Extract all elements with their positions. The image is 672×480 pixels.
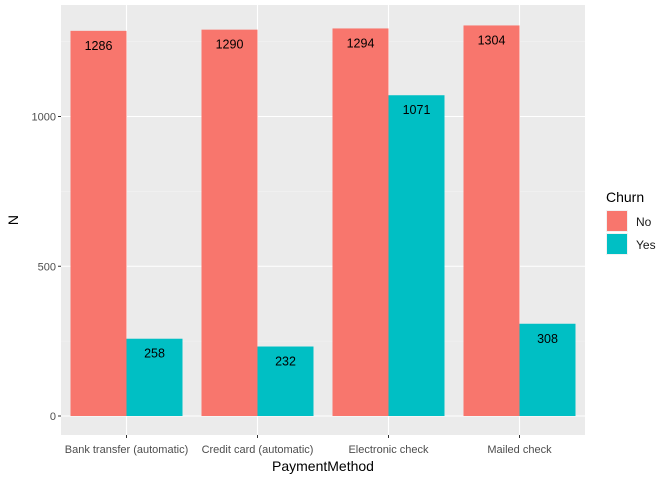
bar-yes xyxy=(388,95,445,416)
legend-swatch-yes xyxy=(607,234,627,254)
y-tick-label: 500 xyxy=(38,261,56,273)
bar-value-label: 1286 xyxy=(85,39,113,53)
bar-no xyxy=(201,29,258,417)
y-axis: 0 500 1000 xyxy=(32,112,61,423)
bar-value-labels: 1286 258 1290 232 1294 1071 1304 308 xyxy=(85,33,558,368)
x-tick-label: Mailed check xyxy=(487,444,552,456)
x-tick-label: Credit card (automatic) xyxy=(202,444,314,456)
x-tick-label: Electronic check xyxy=(348,444,429,456)
bar-value-label: 1290 xyxy=(216,38,244,52)
y-tick-label: 0 xyxy=(50,411,56,423)
bar-value-label: 1304 xyxy=(478,33,506,47)
bar-value-label: 232 xyxy=(275,355,296,369)
bar-no xyxy=(463,25,520,417)
x-axis: Bank transfer (automatic) Credit card (au… xyxy=(65,435,552,456)
bar-value-label: 308 xyxy=(537,332,558,346)
legend-swatch-no xyxy=(607,211,627,231)
bar-no xyxy=(70,30,127,417)
legend: Churn No Yes xyxy=(606,189,656,255)
bar-value-label: 1294 xyxy=(347,36,375,50)
x-tick-label: Bank transfer (automatic) xyxy=(65,444,189,456)
bar-yes xyxy=(126,338,183,416)
legend-label-no: No xyxy=(636,215,652,229)
bar-value-label: 258 xyxy=(144,347,165,361)
x-axis-title: PaymentMethod xyxy=(272,458,374,474)
legend-title: Churn xyxy=(606,189,644,205)
bar-yes xyxy=(519,323,576,416)
bar-no xyxy=(332,28,389,417)
bar-value-label: 1071 xyxy=(403,103,431,117)
bars xyxy=(70,25,576,417)
y-tick-label: 1000 xyxy=(32,112,56,124)
bar-yes xyxy=(257,346,314,416)
y-axis-title: N xyxy=(5,215,21,225)
legend-label-yes: Yes xyxy=(636,238,656,252)
